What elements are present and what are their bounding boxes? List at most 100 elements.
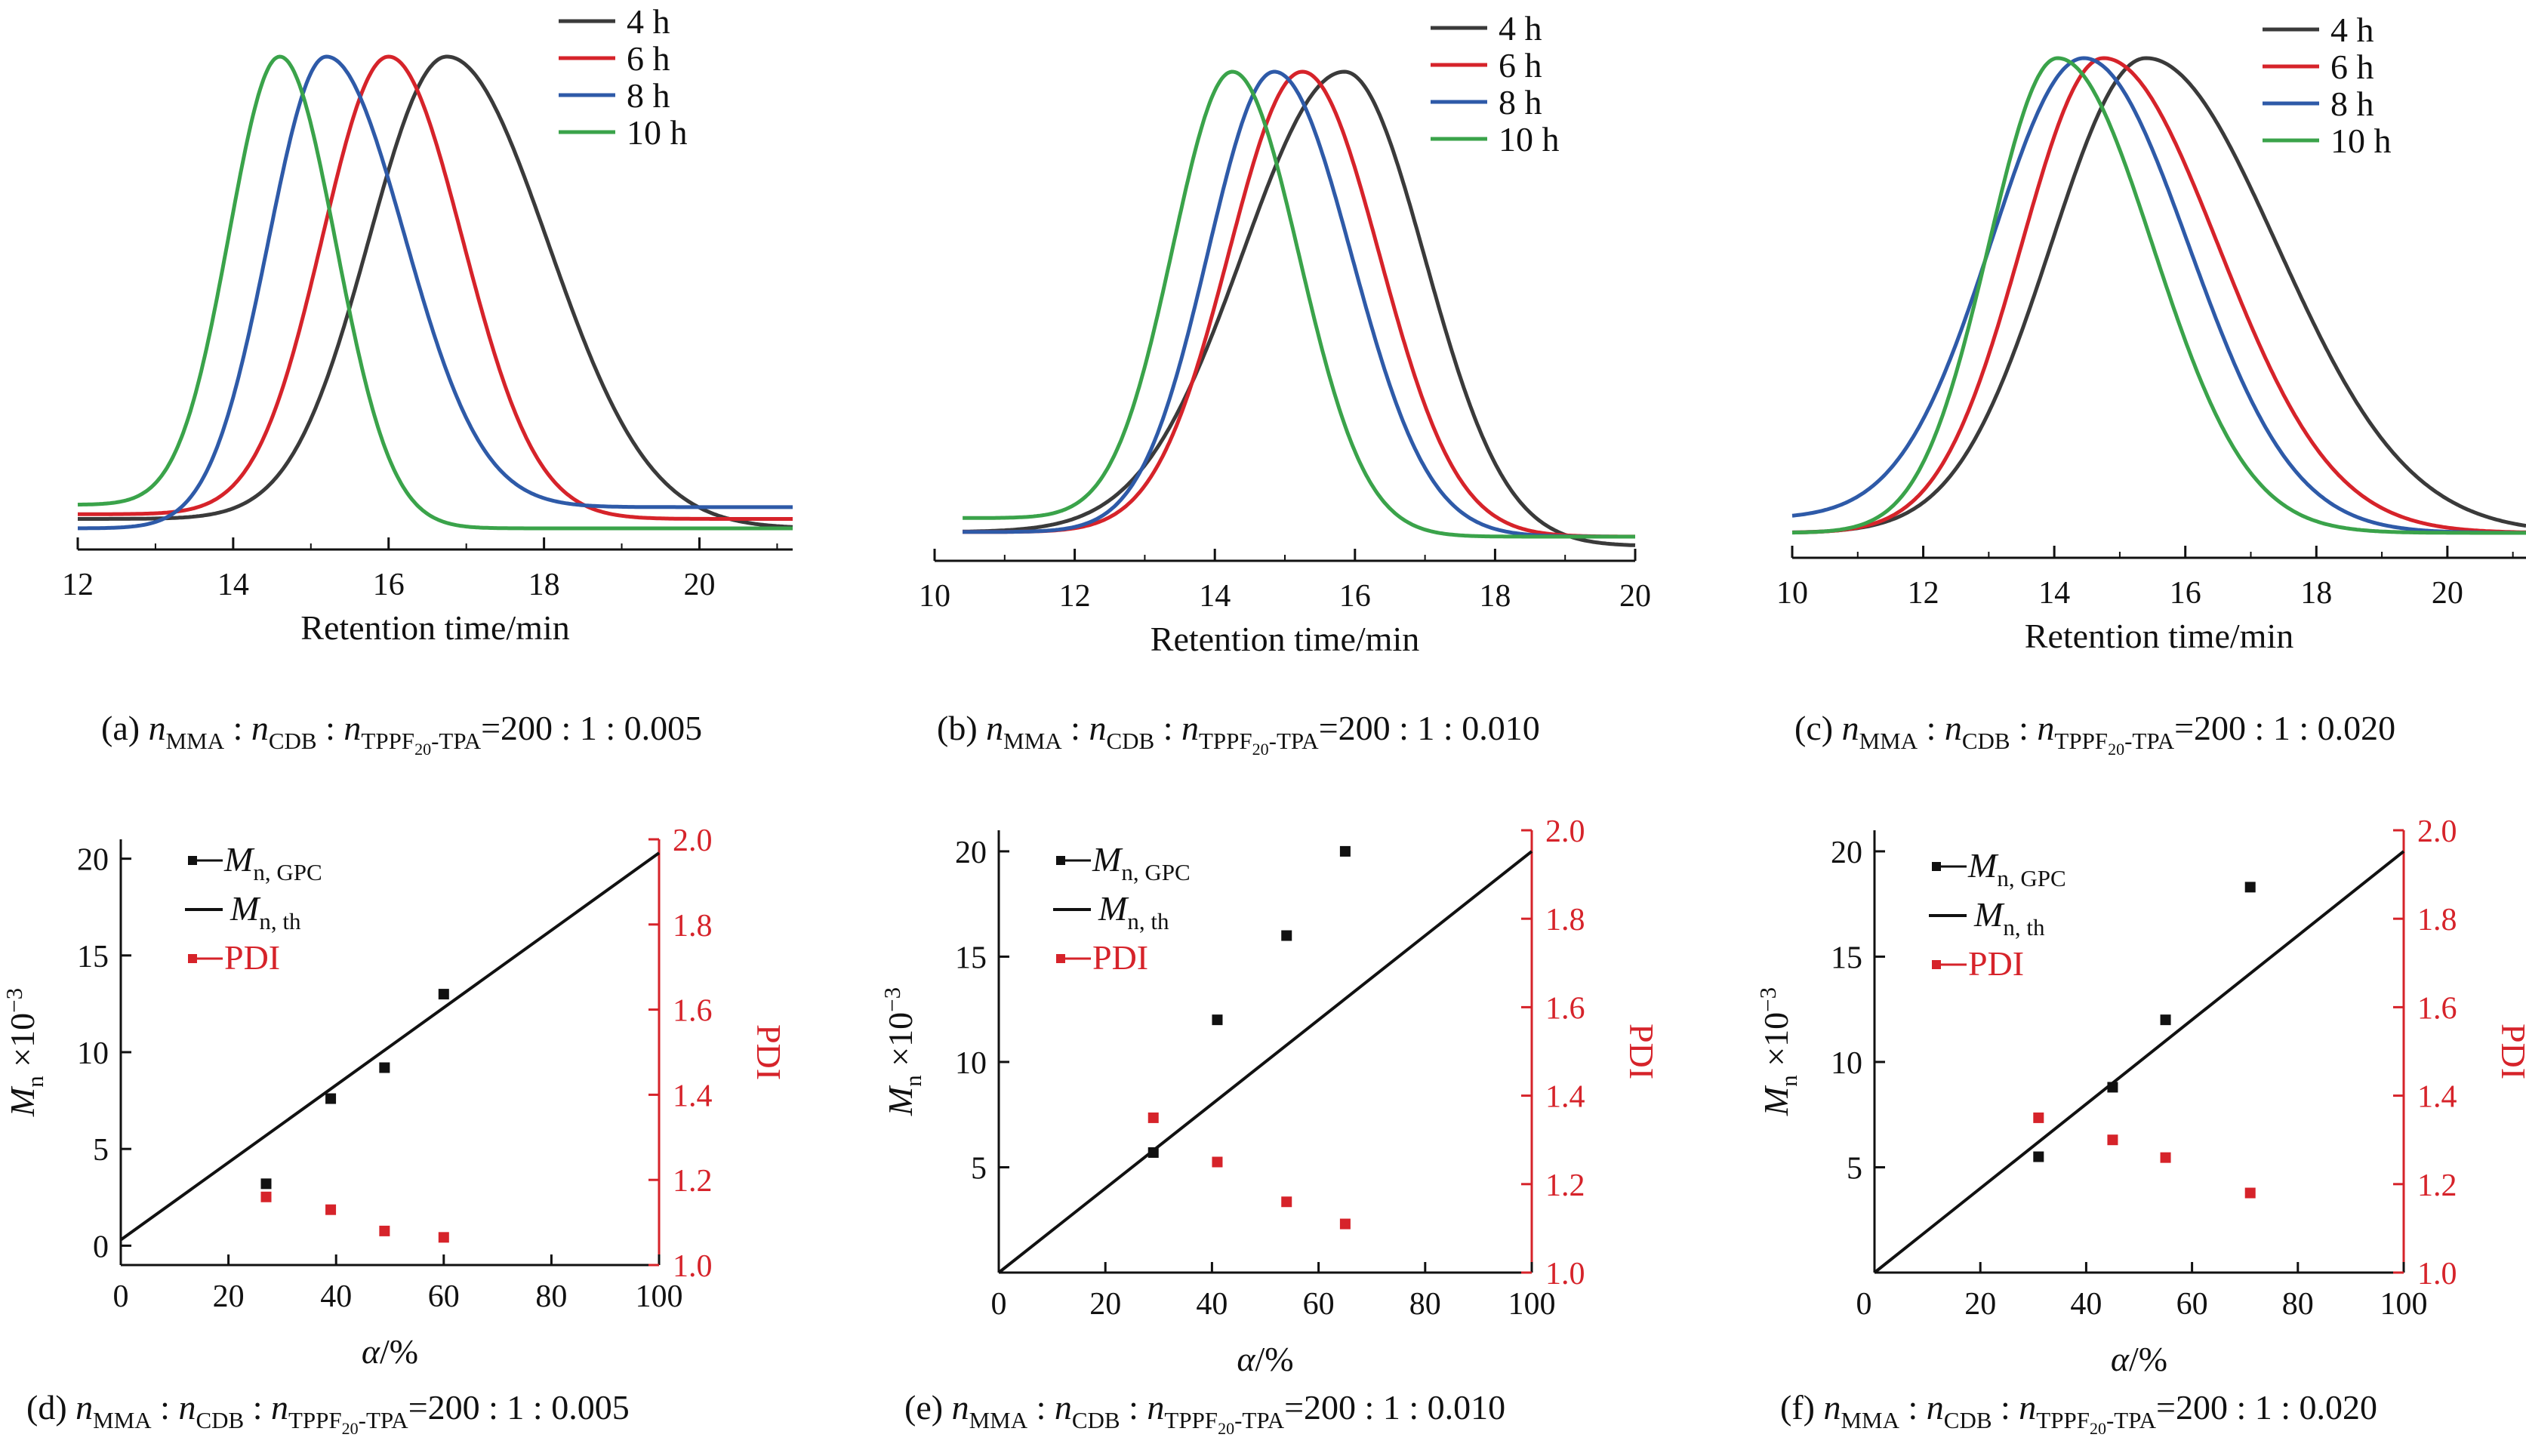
y-tick-label: 5	[93, 1133, 109, 1168]
legend-th-sym: M	[229, 889, 261, 928]
mn-gpc-point	[2160, 1014, 2171, 1026]
caption-label: (a)	[101, 709, 149, 747]
caption-b: (b) nMMA : nCDB : nTPPF20-TPA=200 : 1 : …	[937, 709, 1540, 759]
pdi-point	[2033, 1112, 2044, 1123]
caption-tpa: TPPF	[1199, 728, 1252, 754]
y-label-rest: ×10	[881, 1012, 920, 1075]
y2-axis-label: PDI	[2494, 1024, 2526, 1079]
y-tick-label: 15	[955, 940, 987, 975]
caption-n: n	[1055, 1388, 1072, 1427]
caption-n: n	[2019, 1388, 2036, 1427]
series-line-4h	[1791, 56, 2526, 534]
legend-th-sub: n, th	[1127, 908, 1169, 934]
caption-tpa-sub: 20	[1252, 740, 1269, 759]
pdi-point	[438, 1232, 449, 1243]
x-tick-label: 18	[2300, 576, 2332, 611]
caption-cdb: CDB	[1106, 728, 1154, 754]
caption-ratio: =200 : 1 : 0.010	[1319, 709, 1540, 747]
caption-mma: MMA	[1003, 728, 1062, 754]
legend-th-label: Mn, th	[1098, 889, 1169, 934]
caption-sep: :	[2010, 709, 2038, 747]
x-axis-label: α/%	[1237, 1340, 1293, 1378]
caption-n: n	[1089, 709, 1106, 747]
legend-label: 10 h	[627, 113, 688, 152]
x-tick-label: 16	[2170, 576, 2201, 611]
x-tick-label: 18	[528, 568, 560, 602]
x-label-unit: /%	[1255, 1340, 1294, 1378]
x-tick-label: 60	[1303, 1287, 1335, 1322]
legend-label: 6 h	[627, 39, 670, 78]
caption-tpa: TPPF	[2054, 728, 2108, 754]
pdi-point	[2160, 1152, 2171, 1163]
legend-label: 10 h	[1499, 120, 1560, 159]
pdi-point	[1147, 1112, 1159, 1123]
y-label-exp: −3	[1, 988, 27, 1013]
series-line-6h	[78, 54, 793, 521]
x-tick-label: 80	[1409, 1287, 1441, 1322]
caption-sep: :	[1027, 1388, 1055, 1427]
y-tick-label: 0	[93, 1230, 109, 1264]
caption-e: (e) nMMA : nCDB : nTPPF20-TPA=200 : 1 : …	[904, 1388, 1505, 1438]
y-axis-label: Mn ×10−3	[1, 988, 48, 1117]
y2-tick-label: 1.0	[2417, 1257, 2457, 1291]
caption-mma: MMA	[93, 1407, 152, 1433]
caption-label: (d)	[26, 1388, 75, 1427]
mn-th-line	[997, 850, 1533, 1274]
caption-tpa-end: -TPA	[2106, 1407, 2157, 1433]
caption-n: n	[75, 1388, 93, 1427]
x-tick-label: 14	[2038, 576, 2070, 611]
y-tick-label: 20	[1831, 836, 1862, 870]
x-tick-label: 10	[1776, 576, 1808, 611]
legend-gpc-sub: n, GPC	[1997, 865, 2065, 891]
x-tick-label: 100	[2380, 1287, 2428, 1322]
legend-th-sym: M	[1973, 895, 2005, 934]
legend-gpc-marker	[188, 856, 197, 865]
caption-n: n	[251, 709, 269, 747]
mn-chart-e: 0 20 40 60 80 100 5 10 15 20 1.0 1.2 1.4 1.6 1.8 2.0 α/%…	[879, 814, 1661, 1378]
mn-gpc-point	[1147, 1147, 1159, 1158]
caption-mma: MMA	[969, 1407, 1028, 1433]
y-tick-label: 10	[955, 1046, 987, 1081]
series-line-4h	[963, 69, 1636, 547]
caption-tpa: TPPF	[1164, 1407, 1218, 1433]
mn-gpc-point	[1339, 845, 1351, 857]
caption-n: n	[1181, 709, 1199, 747]
caption-ratio: =200 : 1 : 0.005	[408, 1388, 630, 1427]
legend-label: 4 h	[1499, 9, 1542, 48]
series-line-8h	[78, 54, 793, 531]
legend-gpc-sub: n, GPC	[253, 859, 322, 885]
y2-tick-label: 1.0	[1545, 1257, 1585, 1291]
y2-tick-label: 1.8	[2417, 903, 2457, 937]
y2-axis-label: PDI	[1622, 1024, 1661, 1079]
x-label-alpha: α	[362, 1332, 380, 1371]
y-tick-label: 5	[1847, 1151, 1862, 1186]
legend-th-sym: M	[1098, 889, 1129, 928]
legend-label: 8 h	[1499, 83, 1542, 122]
x-label-unit: /%	[2129, 1340, 2167, 1378]
caption-tpa-sub: 20	[1218, 1419, 1234, 1438]
caption-tpa-sub: 20	[414, 740, 431, 759]
caption-tpa: TPPF	[288, 1407, 342, 1433]
x-tick-label: 20	[683, 568, 715, 602]
caption-label: (c)	[1794, 709, 1842, 747]
x-tick-label: 40	[2070, 1287, 2102, 1322]
legend-label: 8 h	[627, 76, 670, 115]
y2-tick-label: 1.2	[2417, 1168, 2457, 1203]
caption-sep: :	[1899, 1388, 1927, 1427]
caption-tpa: TPPF	[2036, 1407, 2090, 1433]
x-tick-label: 20	[1964, 1287, 1996, 1322]
y-label-n: n	[1776, 1075, 1802, 1087]
caption-n: n	[1945, 709, 1962, 747]
mn-chart-d: 0 20 40 60 80 100 0 5 10 15 20 1.0 1.2 1.4 1.6 1.8 2.0 α/…	[1, 823, 788, 1371]
legend-pdi-marker	[1056, 954, 1065, 963]
y-tick-label: 15	[1831, 940, 1862, 975]
y-label-exp: −3	[1754, 987, 1781, 1012]
y2-tick-label: 2.0	[673, 823, 713, 858]
caption-sep: :	[1918, 709, 1945, 747]
pdi-point	[379, 1225, 390, 1236]
mn-gpc-point	[2107, 1082, 2118, 1093]
y-tick-label: 10	[77, 1036, 109, 1071]
caption-n: n	[986, 709, 1003, 747]
x-tick-label: 40	[320, 1279, 352, 1314]
